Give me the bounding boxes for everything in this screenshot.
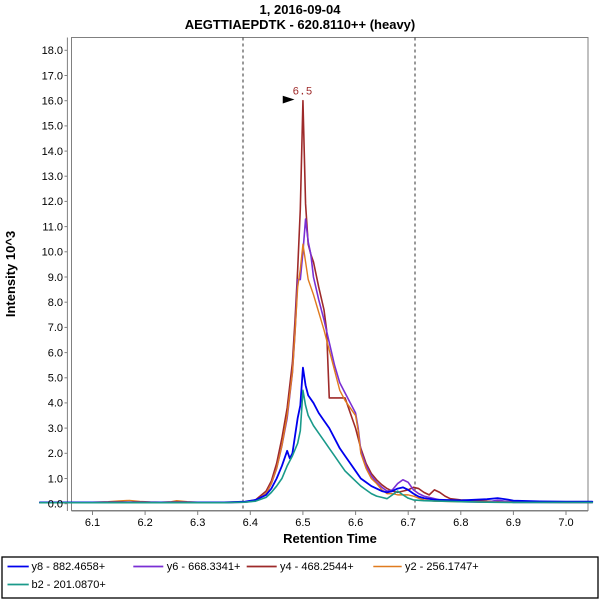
svg-text:18.0: 18.0: [42, 45, 63, 57]
svg-text:y4 - 468.2544+: y4 - 468.2544+: [280, 561, 354, 573]
svg-text:16.0: 16.0: [42, 96, 63, 108]
svg-text:1, 2016-09-04: 1, 2016-09-04: [260, 2, 342, 17]
svg-text:13.0: 13.0: [42, 171, 63, 183]
svg-text:y8 - 882.4658+: y8 - 882.4658+: [32, 561, 106, 573]
svg-text:5.0: 5.0: [48, 373, 63, 385]
svg-text:12.0: 12.0: [42, 196, 63, 208]
svg-text:6.8: 6.8: [453, 517, 468, 529]
svg-text:y6 - 668.3341+: y6 - 668.3341+: [167, 561, 241, 573]
svg-text:15.0: 15.0: [42, 121, 63, 133]
svg-text:6.4: 6.4: [243, 517, 258, 529]
svg-text:6.6: 6.6: [348, 517, 363, 529]
svg-text:4.0: 4.0: [48, 398, 63, 410]
svg-text:6.1: 6.1: [85, 517, 100, 529]
svg-text:1.0: 1.0: [48, 473, 63, 485]
svg-text:b2 - 201.0870+: b2 - 201.0870+: [32, 579, 106, 591]
svg-text:17.0: 17.0: [42, 70, 63, 82]
svg-text:7.0: 7.0: [48, 322, 63, 334]
svg-text:6.7: 6.7: [401, 517, 416, 529]
svg-text:11.0: 11.0: [42, 221, 63, 233]
svg-text:6.5: 6.5: [295, 517, 310, 529]
svg-text:8.0: 8.0: [48, 297, 63, 309]
svg-text:0.0: 0.0: [48, 499, 63, 511]
svg-text:AEGTTIAEPDTK - 620.8110++ (hea: AEGTTIAEPDTK - 620.8110++ (heavy): [185, 17, 415, 32]
svg-text:3.0: 3.0: [48, 423, 63, 435]
svg-text:Intensity 10^3: Intensity 10^3: [3, 231, 18, 317]
svg-text:9.0: 9.0: [48, 272, 63, 284]
svg-text:6.2: 6.2: [137, 517, 152, 529]
svg-text:Retention Time: Retention Time: [283, 531, 377, 546]
svg-text:10.0: 10.0: [42, 247, 63, 259]
svg-text:6.0: 6.0: [48, 347, 63, 359]
svg-text:6.9: 6.9: [506, 517, 521, 529]
svg-text:y2 - 256.1747+: y2 - 256.1747+: [405, 561, 479, 573]
svg-text:6.3: 6.3: [190, 517, 205, 529]
svg-text:14.0: 14.0: [42, 146, 63, 158]
svg-text:6.5: 6.5: [293, 87, 313, 99]
svg-text:7.0: 7.0: [558, 517, 573, 529]
svg-text:2.0: 2.0: [48, 448, 63, 460]
